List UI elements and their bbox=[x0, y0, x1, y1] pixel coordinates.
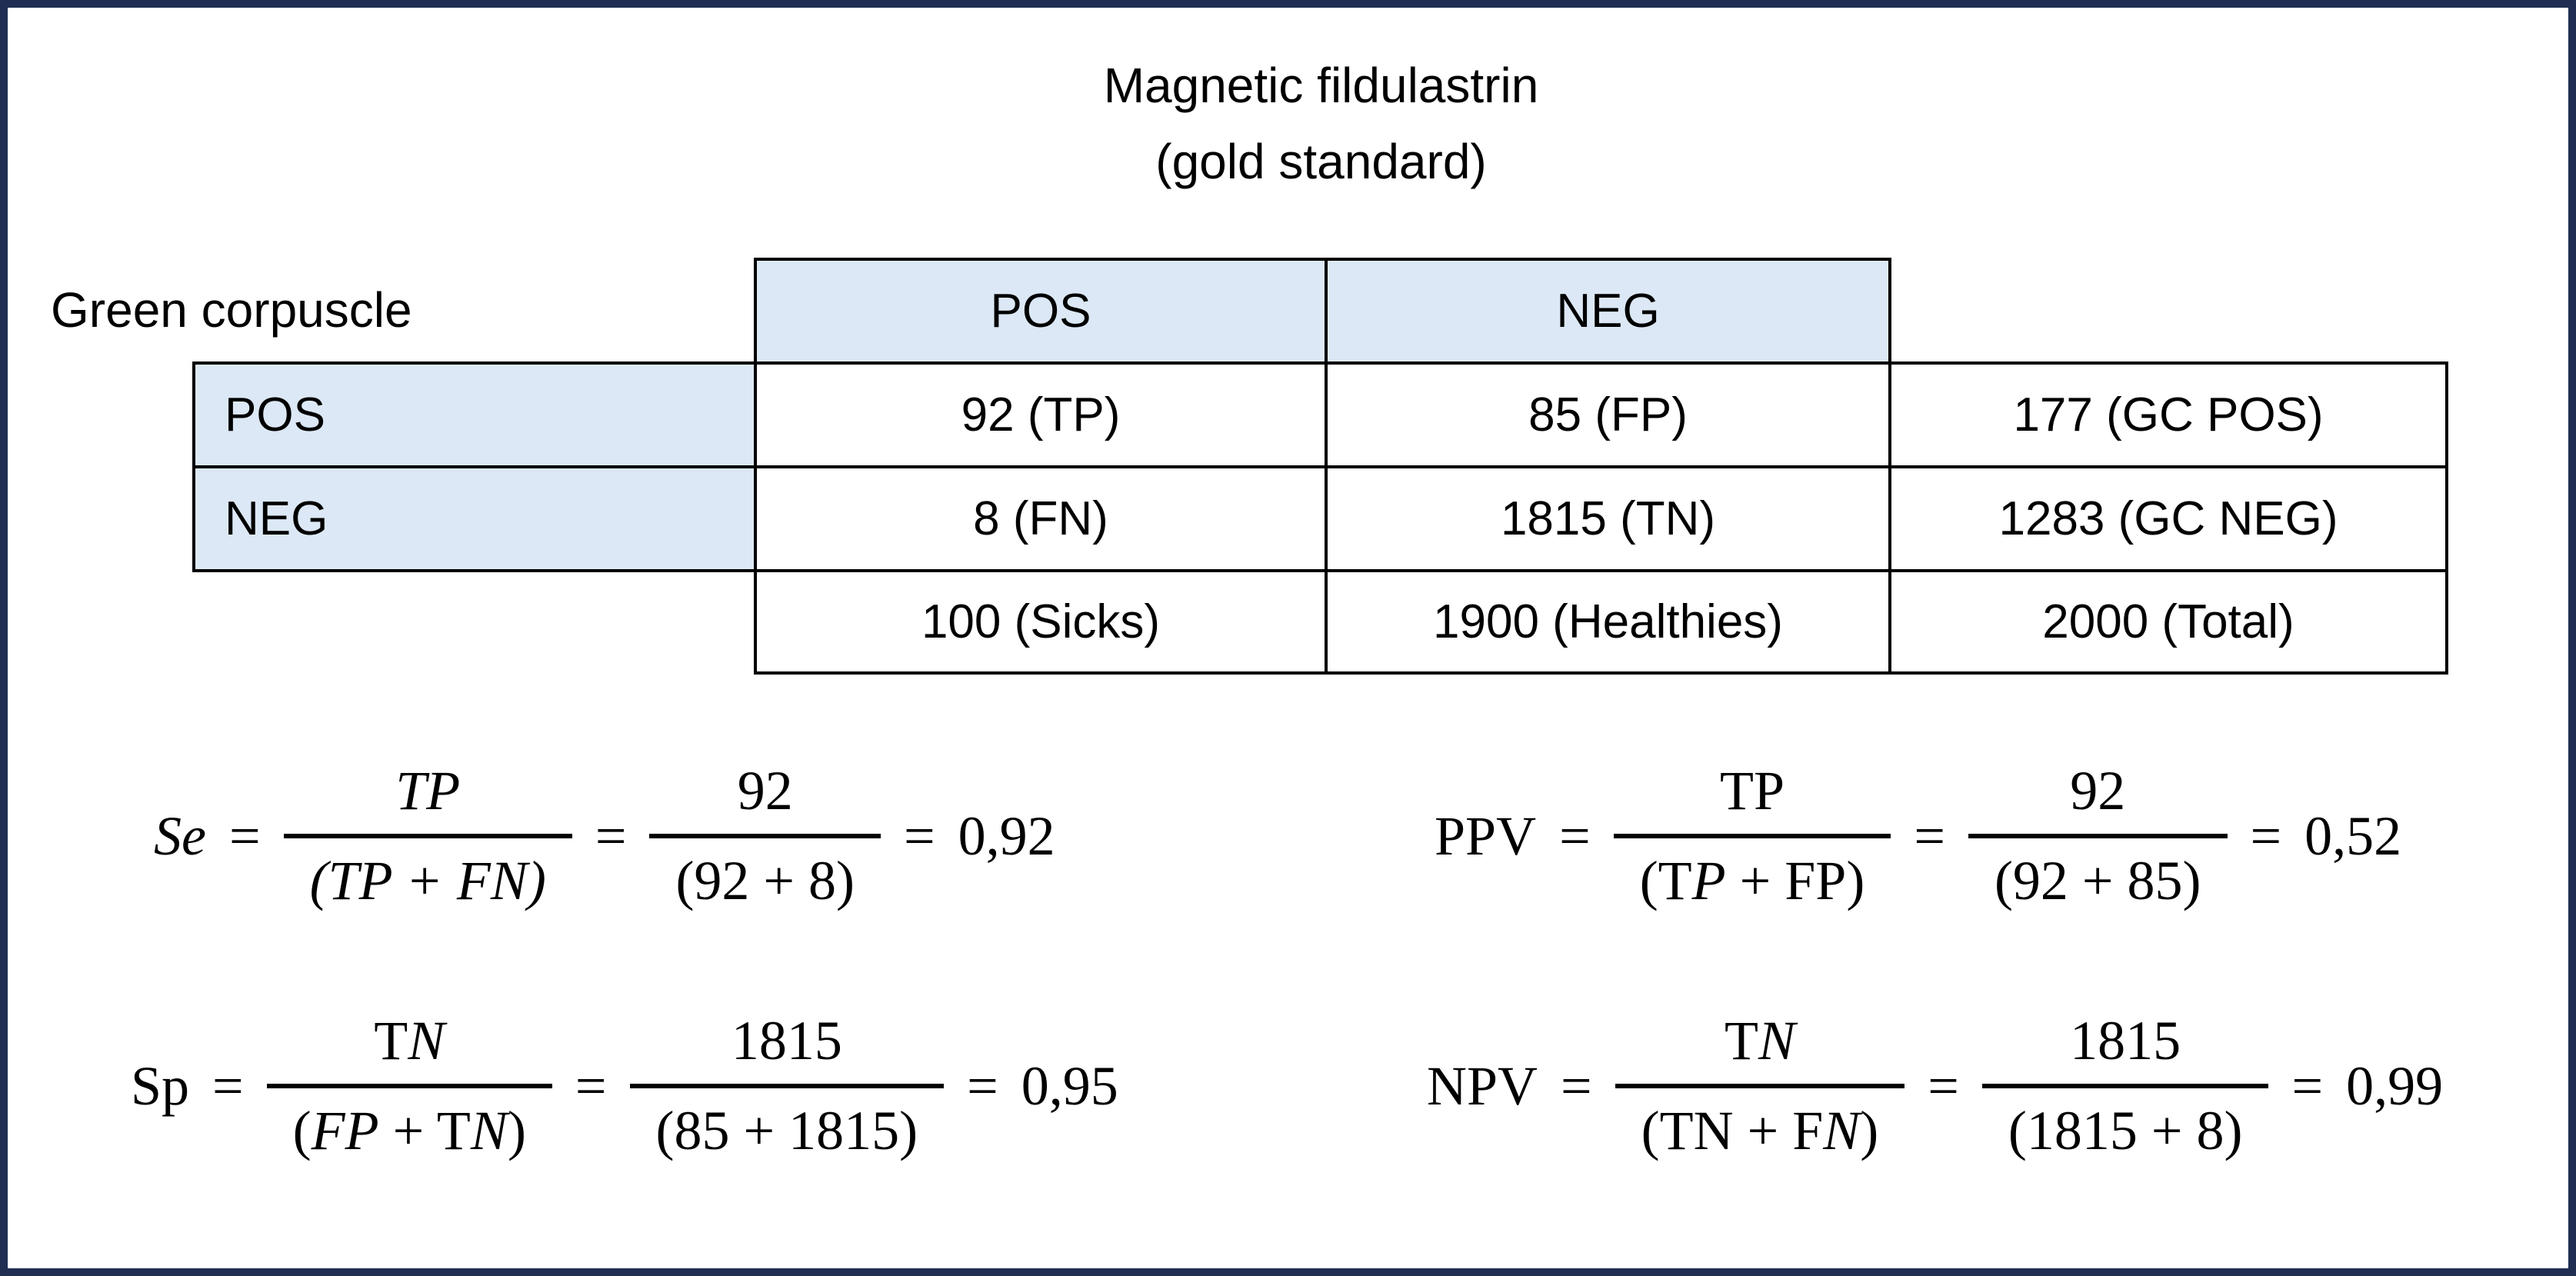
fraction-denominator: (92 + 85) bbox=[1968, 834, 2228, 915]
cell-grand-total: 2000 (Total) bbox=[1888, 569, 2448, 675]
equals-sign: = bbox=[904, 805, 935, 867]
fraction-numerator: TN bbox=[374, 1010, 445, 1071]
ppv-numeric-fraction: 92 (92 + 85) bbox=[1968, 758, 2228, 915]
cell-false-positive: 85 (FP) bbox=[1325, 361, 1891, 468]
row-header-neg: NEG bbox=[192, 465, 757, 572]
npv-symbolic-fraction: TN (TN + FN) bbox=[1615, 1008, 1905, 1164]
formula-sensitivity-label: Se bbox=[154, 805, 206, 867]
row-header-pos: POS bbox=[192, 361, 757, 468]
ppv-result: 0,52 bbox=[2304, 805, 2402, 867]
col-header-pos: POS bbox=[754, 258, 1328, 365]
formula-npv: NPV = TN (TN + FN) = 1815 (1815 + 8) = 0… bbox=[1427, 1008, 2443, 1164]
cell-gc-neg-total: 1283 (GC NEG) bbox=[1888, 465, 2448, 572]
sensitivity-numeric-fraction: 92 (92 + 8) bbox=[649, 758, 881, 915]
equals-sign: = bbox=[2250, 805, 2282, 867]
formula-specificity-label: Sp bbox=[131, 1054, 190, 1117]
equals-sign: = bbox=[1561, 1054, 1592, 1117]
gold-standard-title: Magnetic fildulastrin (gold standard) bbox=[746, 48, 1896, 200]
specificity-numeric-fraction: 1815 (85 + 1815) bbox=[629, 1008, 945, 1164]
cell-true-negative: 1815 (TN) bbox=[1325, 465, 1891, 572]
gold-standard-title-line1: Magnetic fildulastrin bbox=[1103, 58, 1539, 113]
equals-sign: = bbox=[967, 1054, 998, 1117]
fraction-denominator: (TN + FN) bbox=[1615, 1084, 1905, 1164]
equals-sign: = bbox=[1559, 805, 1591, 867]
fraction-numerator: TP bbox=[395, 760, 461, 821]
formula-ppv-label: PPV bbox=[1435, 805, 1537, 867]
equals-sign: = bbox=[228, 805, 261, 867]
fraction-denominator: (1815 + 8) bbox=[1981, 1084, 2269, 1164]
fraction-denominator: (92 + 8) bbox=[649, 834, 881, 915]
fraction-numerator: 1815 bbox=[2070, 1010, 2181, 1071]
formula-npv-label: NPV bbox=[1427, 1054, 1538, 1117]
equals-sign: = bbox=[575, 1054, 607, 1117]
fraction-denominator: (FP + TN) bbox=[266, 1084, 552, 1164]
npv-numeric-fraction: 1815 (1815 + 8) bbox=[1981, 1008, 2269, 1164]
formula-specificity: Sp = TN (FP + TN) = 1815 (85 + 1815) = 0… bbox=[131, 1008, 1118, 1164]
cell-healthies-total: 1900 (Healthies) bbox=[1325, 569, 1891, 675]
equals-sign: = bbox=[1914, 805, 1945, 867]
fraction-denominator: (85 + 1815) bbox=[629, 1084, 945, 1164]
cell-sicks-total: 100 (Sicks) bbox=[754, 569, 1328, 675]
cell-false-negative: 8 (FN) bbox=[754, 465, 1328, 572]
col-header-neg: NEG bbox=[1325, 258, 1891, 365]
gold-standard-title-line2: (gold standard) bbox=[1155, 134, 1487, 190]
npv-result: 0,99 bbox=[2346, 1054, 2444, 1117]
formula-ppv: PPV = TP (TP + FP) = 92 (92 + 85) = 0,52 bbox=[1435, 758, 2401, 915]
cell-true-positive: 92 (TP) bbox=[754, 361, 1328, 468]
cell-gc-pos-total: 177 (GC POS) bbox=[1888, 361, 2448, 468]
equals-sign: = bbox=[2291, 1054, 2324, 1117]
fraction-numerator: 92 bbox=[737, 760, 793, 821]
test-axis-label: Green corpuscle bbox=[51, 282, 412, 338]
sensitivity-symbolic-fraction: TP (TP + FN) bbox=[283, 758, 572, 915]
formula-sensitivity: Se = TP (TP + FN) = 92 (92 + 8) = 0,92 bbox=[154, 758, 1055, 915]
sensitivity-result: 0,92 bbox=[958, 805, 1055, 867]
equals-sign: = bbox=[1928, 1054, 1959, 1117]
fraction-denominator: (TP + FN) bbox=[283, 834, 572, 915]
fraction-denominator: (TP + FP) bbox=[1613, 834, 1891, 915]
fraction-numerator: TP bbox=[1720, 760, 1785, 821]
fraction-numerator: 92 bbox=[2070, 760, 2126, 821]
fraction-numerator: 1815 bbox=[731, 1010, 842, 1071]
fraction-numerator: TN bbox=[1724, 1010, 1795, 1071]
ppv-symbolic-fraction: TP (TP + FP) bbox=[1613, 758, 1891, 915]
specificity-symbolic-fraction: TN (FP + TN) bbox=[266, 1008, 552, 1164]
specificity-result: 0,95 bbox=[1021, 1054, 1118, 1117]
equals-sign: = bbox=[212, 1054, 244, 1117]
equals-sign: = bbox=[595, 805, 627, 867]
